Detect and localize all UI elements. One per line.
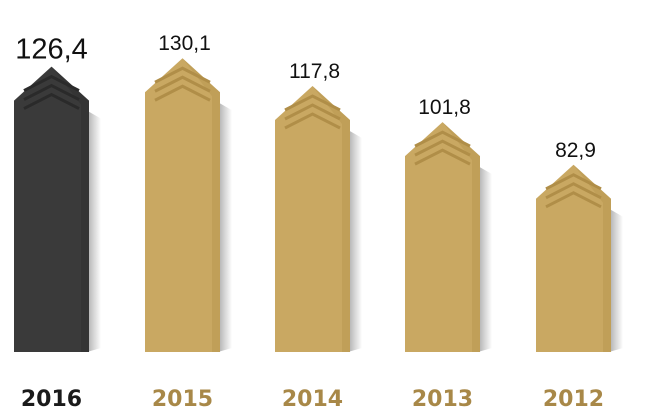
category-label-2014: 2014	[282, 387, 343, 412]
bars-layer	[14, 58, 623, 353]
chevron-icon	[154, 75, 211, 93]
value-label-2015: 130,1	[158, 32, 211, 55]
bar-side-face	[312, 86, 350, 352]
chevron-icon	[284, 112, 341, 130]
bar-body	[145, 58, 220, 353]
bar-body	[275, 86, 350, 352]
bar-shadow	[478, 166, 492, 352]
bar-body	[405, 122, 480, 353]
chevron-icon	[414, 130, 471, 148]
chevron-icon	[154, 84, 211, 102]
bar-side-face	[442, 122, 480, 353]
value-label-2013: 101,8	[418, 96, 471, 119]
category-label-2013: 2013	[412, 387, 473, 412]
chevron-icon	[154, 66, 211, 84]
chevron-icon	[23, 83, 80, 101]
chevron-icon	[284, 103, 341, 121]
bar-body	[14, 66, 89, 352]
category-label-2012: 2012	[543, 387, 604, 412]
chevron-icon	[545, 191, 602, 209]
bar-side-face	[51, 66, 89, 352]
bar-2012	[536, 164, 623, 352]
bar-2013	[405, 122, 492, 353]
chevron-icon	[284, 94, 341, 112]
chevron-icon	[545, 182, 602, 200]
category-label-2015: 2015	[152, 387, 213, 412]
bar-side-face	[573, 164, 611, 352]
chevron-icon	[545, 173, 602, 191]
bar-shadow	[348, 130, 362, 352]
category-label-2016: 2016	[21, 387, 82, 412]
chevron-icon	[23, 92, 80, 110]
bar-body	[536, 164, 611, 352]
value-label-2016: 126,4	[15, 34, 88, 66]
bar-shadow	[87, 110, 101, 352]
bar-2015	[145, 58, 232, 353]
chevron-icon	[414, 148, 471, 166]
chevron-icon	[23, 74, 80, 92]
labels-layer: 126,4 2016 130,1 2015 117,8 2014 101,8 2013 82,9…	[15, 32, 604, 412]
value-label-2014: 117,8	[289, 60, 340, 83]
bar-shadow	[218, 102, 232, 353]
bar-2016	[14, 66, 101, 352]
bar-shadow	[609, 208, 623, 352]
bar-side-face	[182, 58, 220, 353]
bar-2014	[275, 86, 362, 352]
value-label-2012: 82,9	[555, 139, 596, 162]
chevron-icon	[414, 139, 471, 157]
